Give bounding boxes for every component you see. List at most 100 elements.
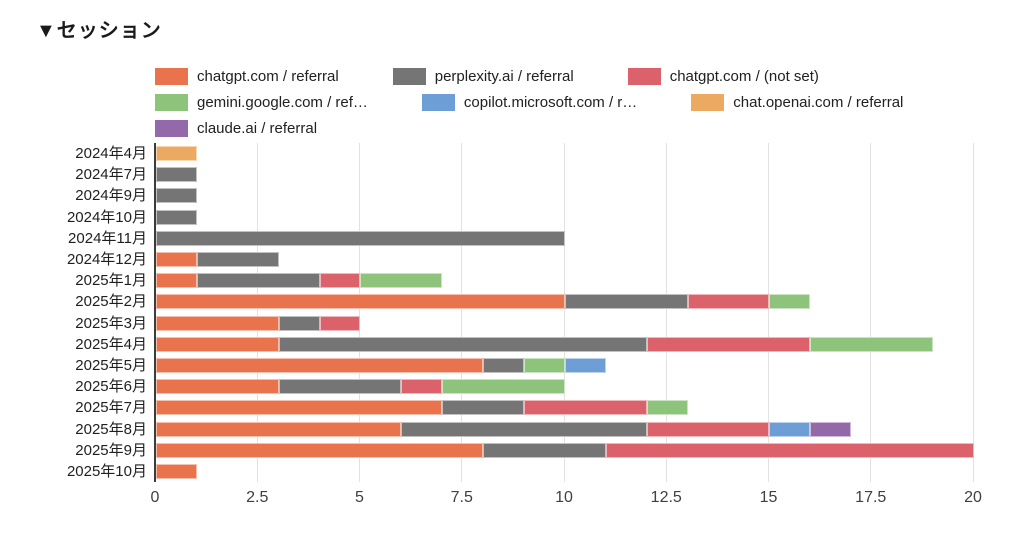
gridline [563,143,565,483]
bar-segment[interactable] [442,400,525,416]
legend-swatch [155,119,188,137]
y-axis-label: 2024年12月 [66,251,147,268]
legend-label: copilot.microsoft.com / r… [463,93,638,111]
bar-segment[interactable] [156,442,484,458]
bar-segment[interactable] [156,400,443,416]
y-axis-label: 2025年6月 [75,378,147,396]
bar-segment[interactable] [483,442,606,458]
y-axis-label: 2025年5月 [75,357,147,374]
legend-item[interactable]: perplexity.ai / referral [392,67,574,85]
gridline [768,143,769,483]
x-axis-label: 5 [355,489,364,507]
bar-segment[interactable] [156,188,197,204]
bar-row [156,143,197,164]
legend-label: gemini.google.com / ref… [197,93,368,111]
bar-segment[interactable] [156,252,197,268]
bar-segment[interactable] [646,336,811,352]
bar-segment[interactable] [156,146,197,162]
legend-swatch [392,67,426,85]
bar-segment[interactable] [646,400,688,416]
y-axis-label: 2025年4月 [75,335,147,353]
chart-title: ▼セッション [36,20,162,42]
bar-row [156,334,934,355]
x-axis-label: 10 [555,489,573,507]
bar-segment[interactable] [605,442,974,458]
legend-item[interactable]: gemini.google.com / ref… [155,93,368,111]
y-axis-label: 2024年4月 [75,145,147,162]
y-axis-label: 2024年7月 [75,166,147,184]
legend-label: chatgpt.com / referral [197,67,339,85]
bar-segment[interactable] [565,294,688,310]
legend-label: chatgpt.com / (not set) [669,67,819,85]
bar-row [156,228,565,249]
legend-item[interactable]: claude.ai / referral [155,119,318,137]
bar-segment[interactable] [278,379,402,395]
x-axis-label: 0 [150,489,160,507]
bar-segment[interactable] [442,379,565,395]
y-axis-label: 2025年8月 [75,420,147,438]
bar-segment[interactable] [156,336,279,352]
gridline [256,143,258,483]
bar-segment[interactable] [401,421,647,437]
bar-segment[interactable] [401,379,443,395]
y-axis-label: 2024年10月 [66,208,147,226]
bar-segment[interactable] [156,421,402,437]
legend-row: chatgpt.com / referral perplexity.ai / re… [155,63,903,89]
bar-segment[interactable] [564,358,606,374]
gridline [870,143,872,483]
bar-row [156,376,565,397]
bar-segment[interactable] [278,315,320,331]
legend-item[interactable]: chatgpt.com / (not set) [627,67,819,85]
legend-label: perplexity.ai / referral [434,67,574,85]
bar-segment[interactable] [196,252,279,268]
bar-row [156,461,197,482]
y-axis-label: 2025年2月 [75,293,147,311]
bar-row [156,185,197,206]
bar-segment[interactable] [156,273,197,289]
x-axis-label: 20 [964,489,982,507]
x-axis-label: 17.5 [855,489,887,507]
bar-segment[interactable] [156,379,279,395]
bar-segment[interactable] [156,230,565,246]
bar-segment[interactable] [524,358,565,374]
gridline [461,143,463,483]
bar-segment[interactable] [156,315,279,331]
legend-swatch [627,67,661,85]
bar-segment[interactable] [156,358,484,374]
legend-label: chat.openai.com / referral [733,93,904,111]
bar-row [156,270,443,291]
bar-row [156,397,688,418]
bar-row [156,291,811,312]
bar-segment[interactable] [483,358,525,374]
bar-segment[interactable] [156,464,197,480]
legend-row: claude.ai / referral [155,115,903,141]
bar-segment[interactable] [524,400,647,416]
x-axis-label: 12.5 [650,489,682,507]
bar-segment[interactable] [319,273,361,289]
bar-segment[interactable] [769,421,811,437]
legend-label: claude.ai / referral [197,119,318,137]
bar-segment[interactable] [687,294,770,310]
y-axis-label: 2025年10月 [66,463,147,480]
bar-segment[interactable] [810,336,934,352]
y-axis-label: 2025年1月 [75,272,147,290]
legend-item[interactable]: chatgpt.com / referral [155,67,339,85]
bar-segment[interactable] [769,294,811,310]
bar-segment[interactable] [156,209,197,225]
bar-segment[interactable] [156,294,565,310]
bar-segment[interactable] [810,421,852,437]
bar-segment[interactable] [360,273,443,289]
bar-segment[interactable] [196,273,320,289]
y-axis-label: 2024年9月 [75,187,147,205]
legend-swatch [155,67,188,85]
legend-item[interactable]: copilot.microsoft.com / r… [421,93,638,111]
bar-segment[interactable] [278,336,647,352]
x-axis-label: 15 [759,489,778,507]
bar-segment[interactable] [319,315,361,331]
gridline [665,143,667,483]
bar-segment[interactable] [646,421,770,437]
legend-swatch [691,93,725,111]
bar-segment[interactable] [156,167,197,183]
legend-item[interactable]: chat.openai.com / referral [691,93,904,111]
